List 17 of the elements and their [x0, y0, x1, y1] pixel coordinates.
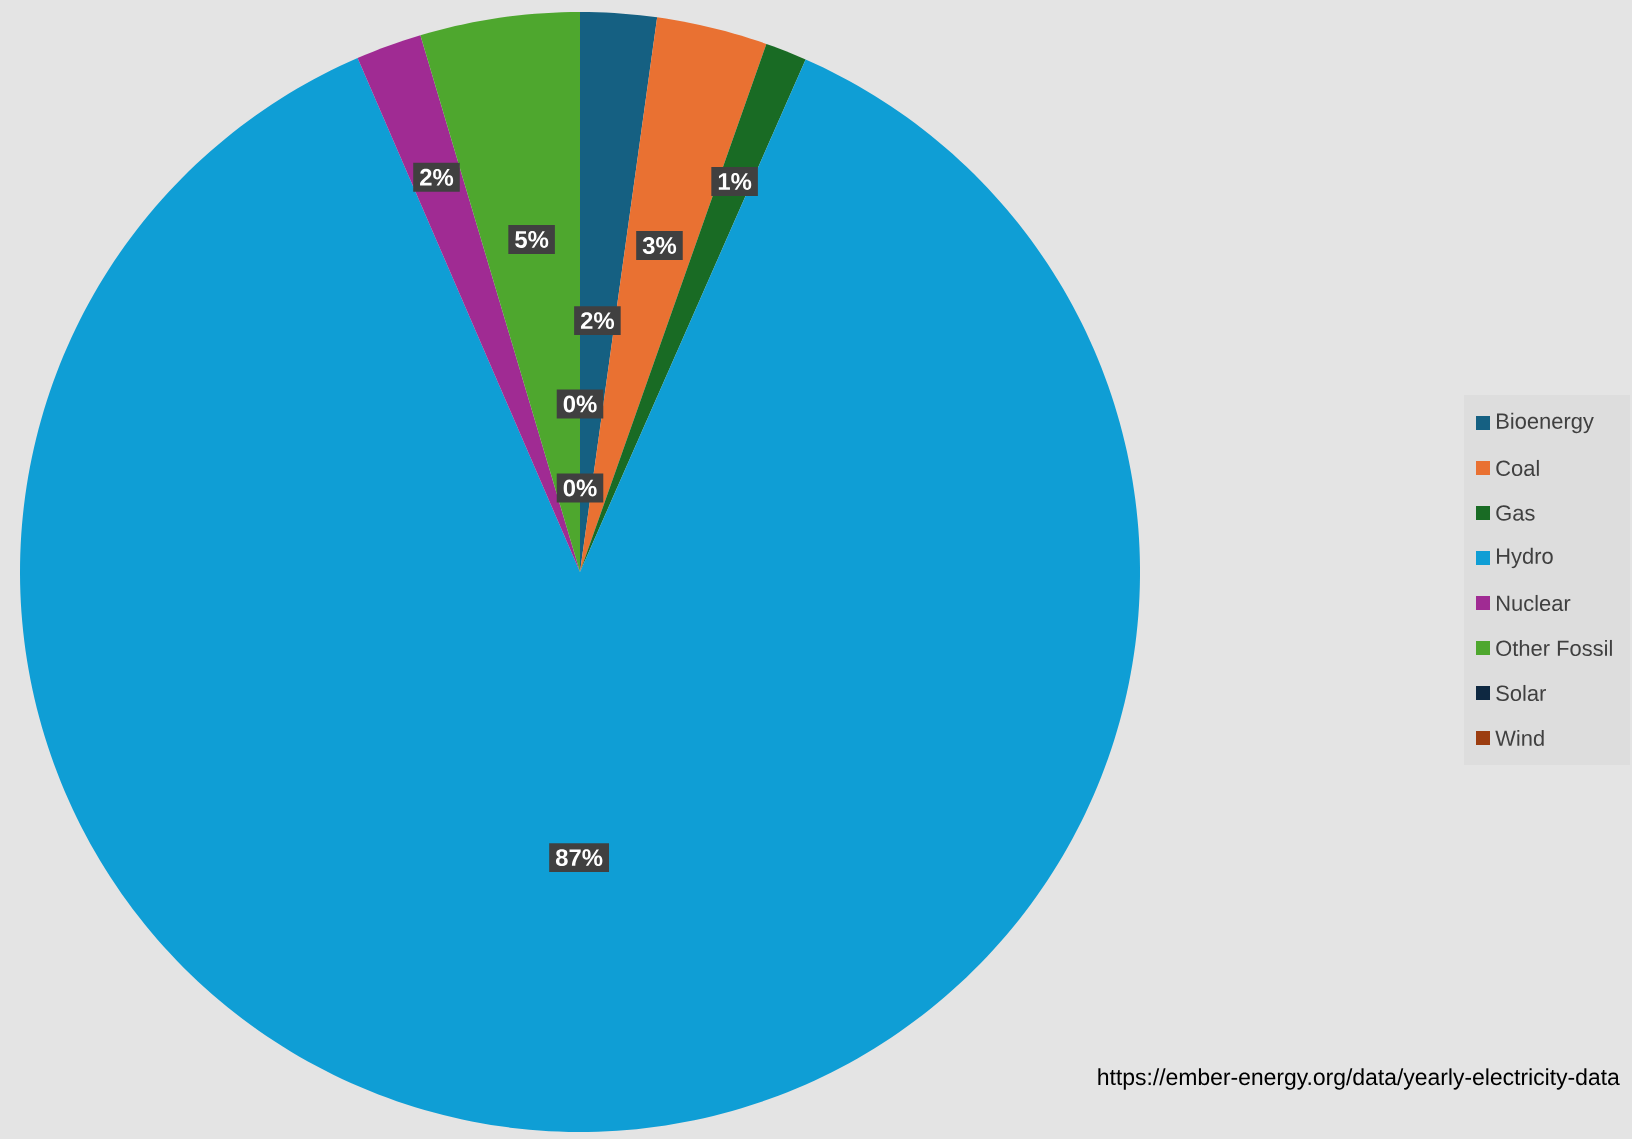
data-label: 5%	[515, 231, 549, 248]
legend-label: Solar	[1496, 684, 1546, 702]
legend-label: Gas	[1496, 505, 1535, 521]
legend-label: Bioenergy	[1497, 412, 1594, 434]
text: 0%	[563, 395, 597, 413]
legend-label: Hydro	[1497, 547, 1553, 569]
text: 0%	[563, 479, 597, 497]
data-label: 3%	[642, 237, 677, 255]
data-label: 2%	[420, 168, 454, 186]
data-label: 2%	[580, 312, 615, 330]
legend-label: Wind	[1495, 729, 1544, 747]
legend-label: Other Fossil	[1496, 639, 1612, 657]
legend-label: Nuclear	[1497, 594, 1571, 612]
data-label: 1%	[718, 173, 752, 190]
legend-label: Coal	[1496, 459, 1539, 477]
text: https://ember-energy.org/data/yearly-electricity-data	[1098, 1068, 1620, 1090]
data-label: 87%	[555, 849, 603, 867]
